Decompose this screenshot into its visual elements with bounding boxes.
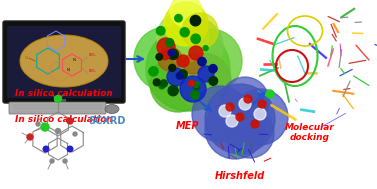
Circle shape — [161, 51, 170, 60]
Circle shape — [209, 77, 218, 85]
Circle shape — [254, 108, 266, 120]
Circle shape — [156, 54, 162, 60]
Circle shape — [189, 46, 203, 60]
Circle shape — [159, 83, 165, 89]
Circle shape — [55, 95, 61, 102]
Circle shape — [166, 39, 174, 47]
Circle shape — [226, 110, 274, 158]
Circle shape — [55, 129, 60, 133]
Circle shape — [180, 76, 206, 102]
Circle shape — [63, 159, 67, 163]
Text: In silico calculation: In silico calculation — [15, 89, 113, 98]
Circle shape — [163, 17, 223, 77]
Circle shape — [266, 90, 274, 98]
Circle shape — [205, 99, 265, 159]
Circle shape — [168, 50, 175, 56]
Ellipse shape — [20, 35, 108, 87]
Circle shape — [36, 122, 40, 126]
Circle shape — [150, 56, 206, 112]
Circle shape — [146, 27, 230, 111]
Circle shape — [180, 28, 189, 37]
Circle shape — [157, 38, 175, 56]
Circle shape — [205, 84, 275, 154]
Circle shape — [219, 105, 231, 117]
Circle shape — [194, 84, 199, 90]
Circle shape — [226, 103, 234, 111]
Circle shape — [236, 113, 244, 121]
Text: N: N — [72, 58, 75, 62]
Circle shape — [134, 27, 198, 91]
Circle shape — [182, 13, 218, 49]
FancyBboxPatch shape — [9, 102, 106, 114]
Circle shape — [198, 66, 214, 82]
Circle shape — [171, 52, 176, 58]
Circle shape — [191, 91, 199, 99]
Ellipse shape — [105, 105, 119, 114]
Circle shape — [175, 53, 231, 109]
Circle shape — [50, 159, 54, 163]
Circle shape — [191, 34, 200, 43]
Circle shape — [198, 57, 206, 66]
Circle shape — [153, 79, 160, 86]
Text: N: N — [66, 68, 69, 72]
Circle shape — [177, 55, 189, 67]
Text: OCH₃: OCH₃ — [89, 69, 97, 73]
Circle shape — [226, 115, 238, 127]
Circle shape — [169, 64, 176, 71]
Text: In silico calculation: In silico calculation — [15, 115, 113, 124]
Circle shape — [192, 86, 248, 142]
Circle shape — [164, 2, 208, 46]
Circle shape — [43, 146, 49, 152]
Circle shape — [239, 98, 251, 110]
Circle shape — [67, 118, 73, 124]
Circle shape — [176, 73, 183, 79]
Circle shape — [156, 26, 165, 35]
Text: OCH₃: OCH₃ — [89, 53, 97, 57]
Circle shape — [27, 134, 33, 140]
Text: MEP: MEP — [176, 121, 200, 131]
Circle shape — [158, 47, 182, 71]
Text: SCXRD: SCXRD — [88, 116, 126, 126]
Text: O: O — [25, 56, 28, 60]
Circle shape — [160, 80, 167, 87]
Circle shape — [175, 15, 182, 22]
Circle shape — [168, 49, 178, 60]
FancyBboxPatch shape — [3, 21, 125, 103]
Circle shape — [73, 132, 77, 136]
Circle shape — [41, 123, 49, 131]
Circle shape — [209, 65, 217, 73]
Circle shape — [183, 54, 203, 74]
Circle shape — [157, 11, 209, 63]
Text: Molecular
docking: Molecular docking — [285, 123, 335, 142]
Circle shape — [258, 100, 266, 108]
Circle shape — [221, 77, 269, 125]
Circle shape — [149, 67, 158, 76]
Circle shape — [232, 89, 288, 145]
FancyBboxPatch shape — [7, 26, 121, 98]
Circle shape — [67, 146, 73, 152]
Text: Hirshfeld: Hirshfeld — [215, 171, 265, 181]
Circle shape — [167, 68, 185, 86]
Circle shape — [189, 81, 195, 86]
Circle shape — [193, 82, 199, 87]
Circle shape — [203, 46, 208, 51]
Circle shape — [244, 95, 252, 103]
Circle shape — [170, 0, 202, 27]
Circle shape — [178, 29, 242, 93]
Circle shape — [251, 120, 259, 128]
Circle shape — [168, 86, 178, 96]
Circle shape — [190, 15, 201, 26]
Circle shape — [178, 70, 187, 79]
